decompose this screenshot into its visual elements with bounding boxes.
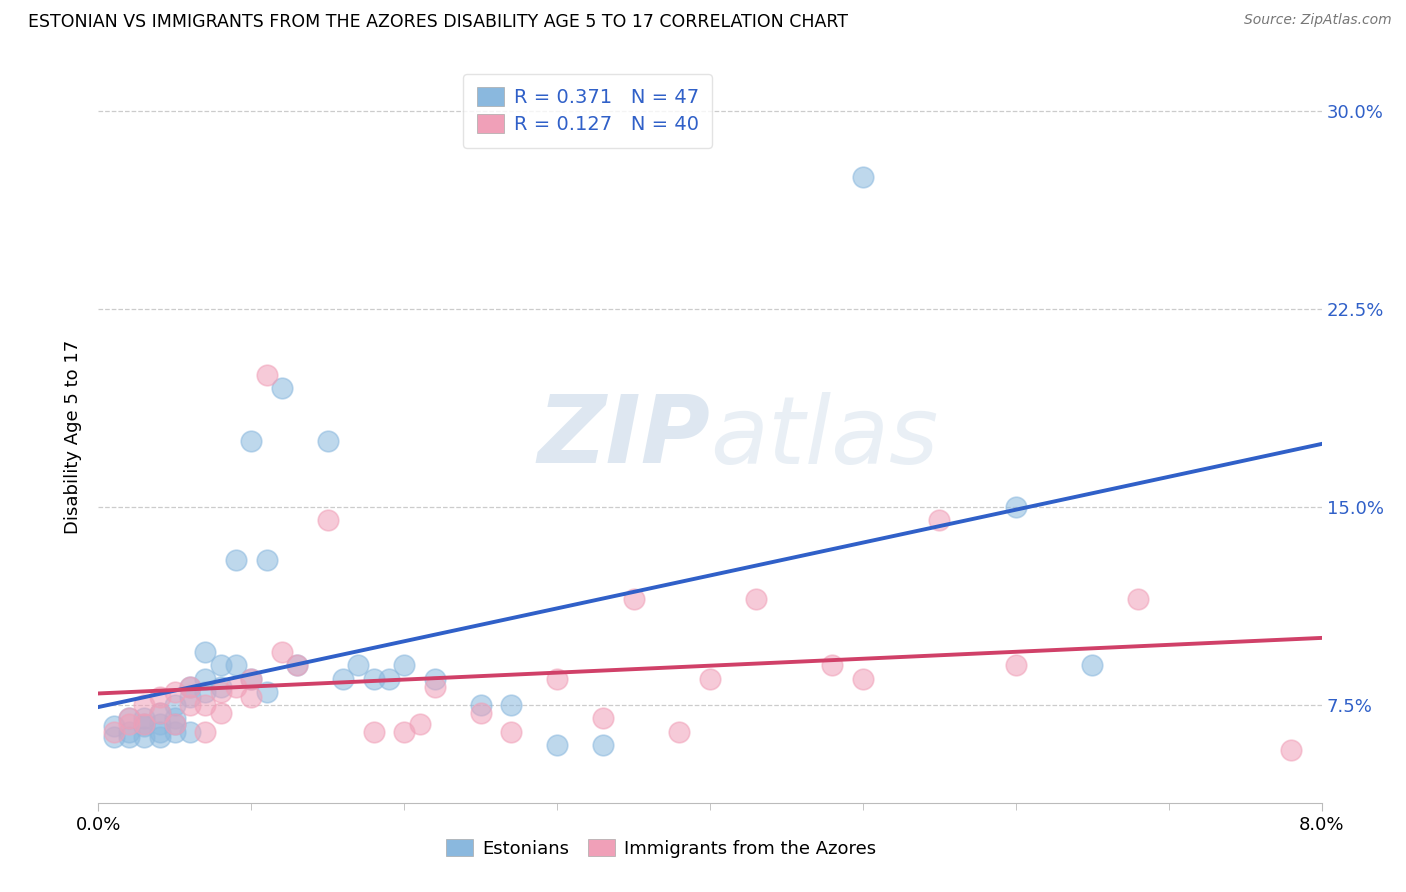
Point bbox=[470, 698, 492, 712]
Point bbox=[134, 716, 156, 731]
Point bbox=[194, 672, 217, 686]
Point bbox=[363, 672, 385, 686]
Point bbox=[179, 690, 201, 705]
Point bbox=[194, 645, 217, 659]
Point bbox=[285, 658, 308, 673]
Y-axis label: Disability Age 5 to 17: Disability Age 5 to 17 bbox=[65, 340, 83, 534]
Point bbox=[623, 592, 645, 607]
Point bbox=[149, 706, 172, 720]
Point bbox=[149, 716, 172, 731]
Legend: Estonians, Immigrants from the Azores: Estonians, Immigrants from the Azores bbox=[437, 830, 884, 867]
Point bbox=[423, 672, 446, 686]
Point bbox=[1004, 500, 1026, 514]
Point bbox=[316, 434, 339, 448]
Point bbox=[240, 434, 263, 448]
Point bbox=[163, 711, 186, 725]
Point bbox=[209, 706, 232, 720]
Point bbox=[179, 680, 201, 694]
Point bbox=[118, 730, 141, 744]
Point bbox=[256, 685, 278, 699]
Point bbox=[1128, 592, 1150, 607]
Text: atlas: atlas bbox=[710, 392, 938, 483]
Point bbox=[194, 724, 217, 739]
Point bbox=[1004, 658, 1026, 673]
Point bbox=[745, 592, 768, 607]
Point bbox=[209, 658, 232, 673]
Point bbox=[546, 672, 568, 686]
Point bbox=[163, 716, 186, 731]
Point bbox=[592, 711, 614, 725]
Point bbox=[332, 672, 354, 686]
Point bbox=[270, 645, 294, 659]
Point bbox=[928, 513, 950, 527]
Point bbox=[316, 513, 339, 527]
Point bbox=[118, 711, 141, 725]
Point bbox=[103, 730, 125, 744]
Point bbox=[225, 553, 247, 567]
Point bbox=[1081, 658, 1104, 673]
Point bbox=[699, 672, 721, 686]
Point bbox=[134, 711, 156, 725]
Point bbox=[821, 658, 844, 673]
Point bbox=[103, 719, 125, 733]
Point bbox=[270, 381, 294, 395]
Point bbox=[546, 738, 568, 752]
Point bbox=[118, 711, 141, 725]
Point bbox=[668, 724, 690, 739]
Point bbox=[225, 658, 247, 673]
Point bbox=[194, 698, 217, 712]
Point bbox=[852, 672, 875, 686]
Point bbox=[501, 698, 523, 712]
Point bbox=[256, 368, 278, 382]
Point bbox=[134, 698, 156, 712]
Text: ESTONIAN VS IMMIGRANTS FROM THE AZORES DISABILITY AGE 5 TO 17 CORRELATION CHART: ESTONIAN VS IMMIGRANTS FROM THE AZORES D… bbox=[28, 13, 848, 31]
Point bbox=[103, 724, 125, 739]
Point bbox=[118, 716, 141, 731]
Point bbox=[501, 724, 523, 739]
Point bbox=[378, 672, 401, 686]
Point bbox=[225, 680, 247, 694]
Point bbox=[1279, 743, 1302, 757]
Point bbox=[118, 724, 141, 739]
Point bbox=[423, 680, 446, 694]
Point bbox=[285, 658, 308, 673]
Point bbox=[240, 672, 263, 686]
Point bbox=[163, 685, 186, 699]
Point bbox=[209, 685, 232, 699]
Text: ZIP: ZIP bbox=[537, 391, 710, 483]
Point bbox=[179, 680, 201, 694]
Point bbox=[392, 724, 416, 739]
Point bbox=[134, 716, 156, 731]
Point bbox=[149, 730, 172, 744]
Text: Source: ZipAtlas.com: Source: ZipAtlas.com bbox=[1244, 13, 1392, 28]
Point bbox=[149, 706, 172, 720]
Point bbox=[363, 724, 385, 739]
Point bbox=[163, 716, 186, 731]
Point bbox=[179, 724, 201, 739]
Point bbox=[408, 716, 430, 731]
Point bbox=[149, 724, 172, 739]
Point bbox=[392, 658, 416, 673]
Point bbox=[592, 738, 614, 752]
Point bbox=[163, 724, 186, 739]
Point bbox=[347, 658, 370, 673]
Point bbox=[179, 698, 201, 712]
Point bbox=[209, 680, 232, 694]
Point bbox=[194, 685, 217, 699]
Point bbox=[852, 169, 875, 184]
Point bbox=[163, 698, 186, 712]
Point bbox=[134, 730, 156, 744]
Point bbox=[240, 690, 263, 705]
Point bbox=[134, 719, 156, 733]
Point bbox=[470, 706, 492, 720]
Point bbox=[149, 690, 172, 705]
Point bbox=[240, 672, 263, 686]
Point bbox=[256, 553, 278, 567]
